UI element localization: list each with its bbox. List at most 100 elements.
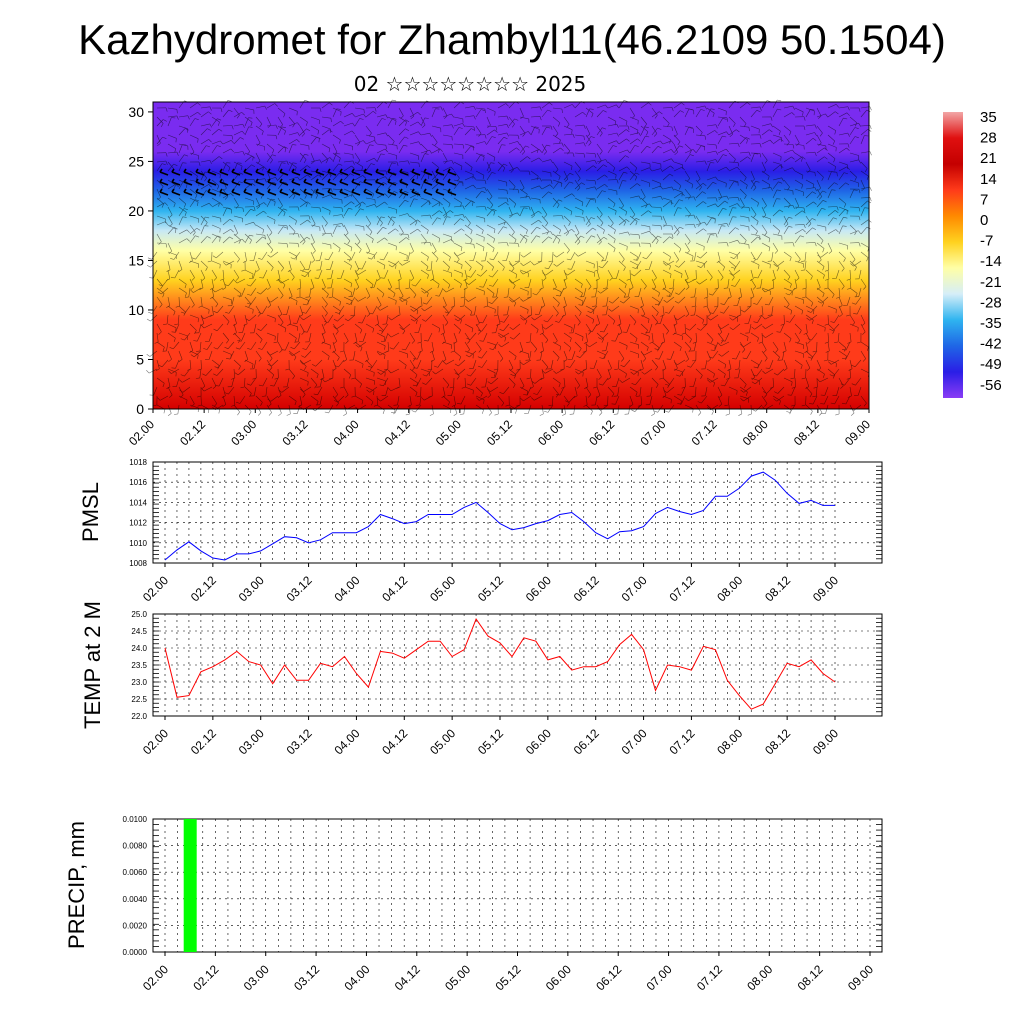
x-tick-label: 04.12 — [382, 417, 413, 448]
x-tick-label: 02.12 — [177, 417, 208, 448]
colorbar-label: -7 — [980, 233, 993, 250]
y-tick-label: 15 — [128, 252, 144, 268]
y-tick-label: 25 — [128, 153, 144, 169]
x-tick-label: 06.12 — [571, 573, 602, 604]
y-tick-label: 5 — [136, 351, 144, 367]
y-tick-label: 24.0 — [131, 644, 147, 653]
y-tick-label: 1010 — [129, 539, 147, 548]
x-tick-label: 08.00 — [714, 573, 745, 604]
right-minor-ticks — [876, 818, 882, 953]
x-tick-label: 09.00 — [845, 962, 876, 993]
x-tick-label: 08.00 — [744, 962, 775, 993]
colorbar-label: 28 — [980, 130, 997, 147]
colorbar-label: 7 — [980, 191, 988, 208]
x-tick-label: 04.00 — [331, 726, 362, 757]
y-axis-label: TEMP at 2 M — [80, 601, 105, 729]
x-tick-label: 03.12 — [279, 417, 310, 448]
grid-lines — [153, 818, 882, 953]
x-tick-label: 06.00 — [535, 417, 566, 448]
x-tick-label: 05.00 — [427, 573, 458, 604]
colorbar-label: -56 — [980, 377, 1002, 394]
x-tick-label: 06.12 — [586, 417, 617, 448]
colorbar-label: 14 — [980, 171, 997, 188]
x-tick-label: 06.00 — [543, 962, 574, 993]
left-minor-ticks — [153, 818, 159, 953]
x-tick-label: 02.12 — [188, 573, 219, 604]
x-tick-label: 03.00 — [241, 962, 272, 993]
x-tick-label: 07.00 — [619, 573, 650, 604]
x-tick-label: 05.00 — [442, 962, 473, 993]
x-tick-label: 05.12 — [484, 417, 515, 448]
x-tick-label: 05.12 — [492, 962, 523, 993]
chart-title: Kazhydromet for Zhambyl11(46.2109 50.150… — [78, 16, 946, 63]
x-tick-label: 02.00 — [140, 726, 171, 757]
y-tick-label: 30 — [128, 104, 144, 120]
grid-lines — [153, 613, 882, 717]
x-tick-label: 05.00 — [433, 417, 464, 448]
x-tick-label: 06.00 — [523, 726, 554, 757]
x-tick-label: 04.12 — [392, 962, 423, 993]
x-tick-label: 08.12 — [762, 726, 793, 757]
x-tick-label: 07.12 — [666, 726, 697, 757]
y-axis-label: PMSL — [78, 482, 103, 542]
y-tick-label: 0.0080 — [123, 842, 148, 851]
y-tick-label: 1018 — [129, 458, 147, 467]
chart-subtitle: 02 ☆☆☆☆☆☆☆☆ 2025 — [353, 72, 587, 96]
colorbar-label: -42 — [980, 336, 1002, 353]
x-tick-label: 07.00 — [644, 962, 675, 993]
y-tick-label: 10 — [128, 302, 144, 318]
wind-barbs — [146, 99, 872, 417]
x-tick-label: 04.12 — [379, 726, 410, 757]
x-tick-label: 03.12 — [284, 726, 315, 757]
x-tick-label: 06.12 — [593, 962, 624, 993]
strong-wind-arrows — [159, 168, 457, 196]
x-tick-label: 05.12 — [475, 573, 506, 604]
colorbar-label: -21 — [980, 274, 1002, 291]
x-tick-label: 02.00 — [126, 417, 157, 448]
left-minor-ticks — [153, 461, 159, 560]
x-tick-label: 07.00 — [619, 726, 650, 757]
x-tick-label: 04.12 — [379, 573, 410, 604]
x-tick-label: 06.00 — [523, 573, 554, 604]
y-tick-label: 23.5 — [131, 661, 147, 670]
cross-section-field — [153, 102, 869, 409]
x-tick-label: 09.00 — [810, 573, 841, 604]
colorbar-label: -28 — [980, 294, 1002, 311]
colorbar — [943, 112, 963, 398]
y-tick-label: 22.5 — [131, 695, 147, 704]
series-line — [164, 471, 835, 561]
x-tick-label: 08.00 — [740, 417, 771, 448]
x-tick-label: 02.00 — [140, 962, 171, 993]
x-tick-label: 03.00 — [236, 573, 267, 604]
colorbar-label: -35 — [980, 315, 1002, 332]
y-tick-label: 24.5 — [131, 627, 147, 636]
x-tick-label: 09.00 — [842, 417, 873, 448]
x-tick-label: 02.00 — [140, 573, 171, 604]
x-tick-label: 03.00 — [236, 726, 267, 757]
x-tick-label: 04.00 — [341, 962, 372, 993]
x-tick-label: 04.00 — [331, 573, 362, 604]
x-tick-label: 02.12 — [188, 726, 219, 757]
y-tick-label: 20 — [128, 203, 144, 219]
grid-lines — [153, 461, 882, 564]
colorbar-label: -49 — [980, 356, 1002, 373]
x-tick-label: 07.12 — [694, 962, 725, 993]
y-tick-label: 0.0020 — [123, 921, 148, 930]
y-tick-label: 0 — [136, 401, 144, 417]
x-tick-label: 08.12 — [795, 962, 826, 993]
colorbar-label: 35 — [980, 109, 997, 126]
y-tick-label: 1016 — [129, 478, 147, 487]
x-tick-label: 02.12 — [190, 962, 221, 993]
y-tick-label: 0.0000 — [123, 948, 148, 957]
x-tick-label: 09.00 — [810, 726, 841, 757]
y-tick-label: 1012 — [129, 519, 147, 528]
x-tick-label: 07.12 — [689, 417, 720, 448]
x-tick-label: 04.00 — [331, 417, 362, 448]
x-tick-label: 03.12 — [284, 573, 315, 604]
right-minor-ticks — [876, 613, 882, 717]
y-tick-label: 0.0100 — [123, 815, 148, 824]
x-tick-label: 07.12 — [666, 573, 697, 604]
y-tick-label: 0.0040 — [123, 895, 148, 904]
x-tick-label: 05.12 — [475, 726, 506, 757]
